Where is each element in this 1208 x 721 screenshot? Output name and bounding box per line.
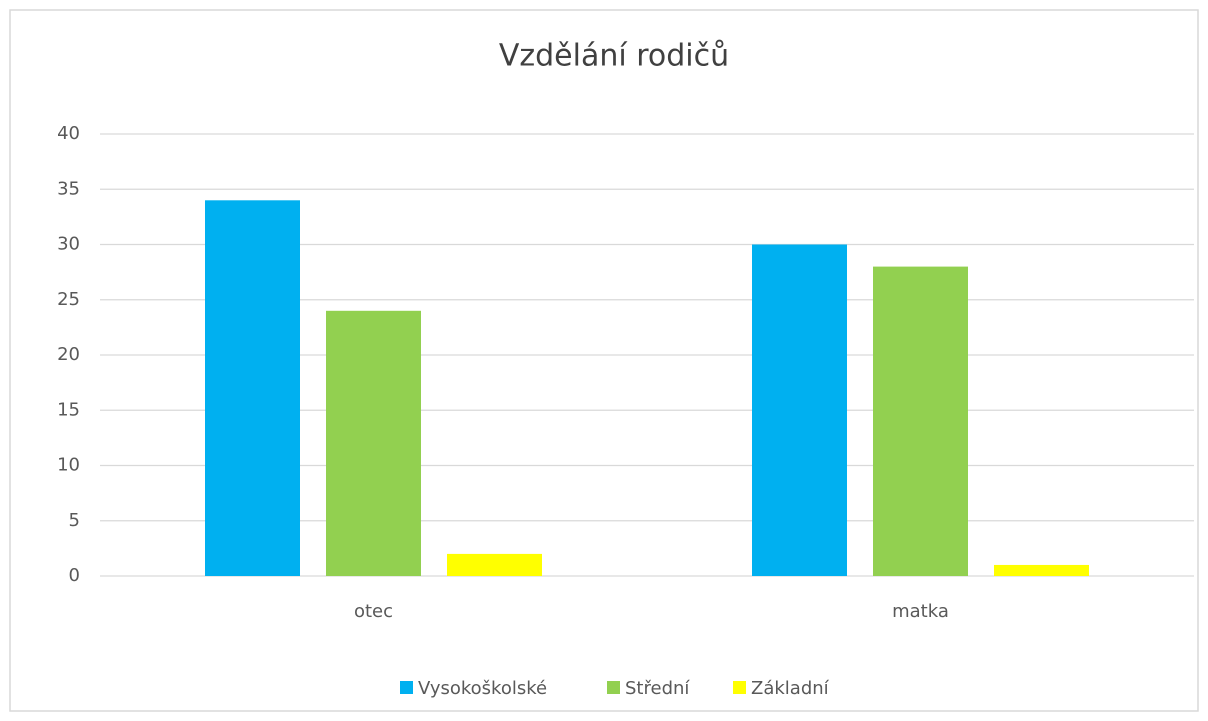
chart-border bbox=[9, 9, 1199, 712]
y-tick-label: 30 bbox=[57, 234, 80, 255]
legend-label: Vysokoškolské bbox=[418, 678, 547, 699]
y-tick-label: 40 bbox=[57, 123, 80, 144]
y-tick-label: 0 bbox=[69, 565, 80, 586]
legend-label: Střední bbox=[625, 678, 690, 699]
bar bbox=[752, 244, 847, 576]
bar bbox=[326, 310, 421, 576]
x-tick-label: otec bbox=[354, 601, 393, 622]
y-tick-label: 10 bbox=[57, 455, 80, 476]
legend-swatch bbox=[733, 681, 746, 694]
y-tick-label: 25 bbox=[57, 289, 80, 310]
chart-title: Vzdělání rodičů bbox=[499, 39, 729, 74]
legend-swatch bbox=[400, 681, 413, 694]
x-tick-label: matka bbox=[892, 601, 949, 622]
y-tick-label: 20 bbox=[57, 344, 80, 365]
bar bbox=[873, 266, 968, 576]
legend-label: Základní bbox=[751, 678, 830, 699]
bar bbox=[994, 564, 1089, 576]
bar bbox=[447, 553, 542, 576]
y-tick-label: 5 bbox=[69, 510, 80, 531]
legend-swatch bbox=[607, 681, 620, 694]
y-tick-label: 35 bbox=[57, 178, 80, 199]
y-tick-label: 15 bbox=[57, 399, 80, 420]
bar bbox=[205, 200, 300, 577]
